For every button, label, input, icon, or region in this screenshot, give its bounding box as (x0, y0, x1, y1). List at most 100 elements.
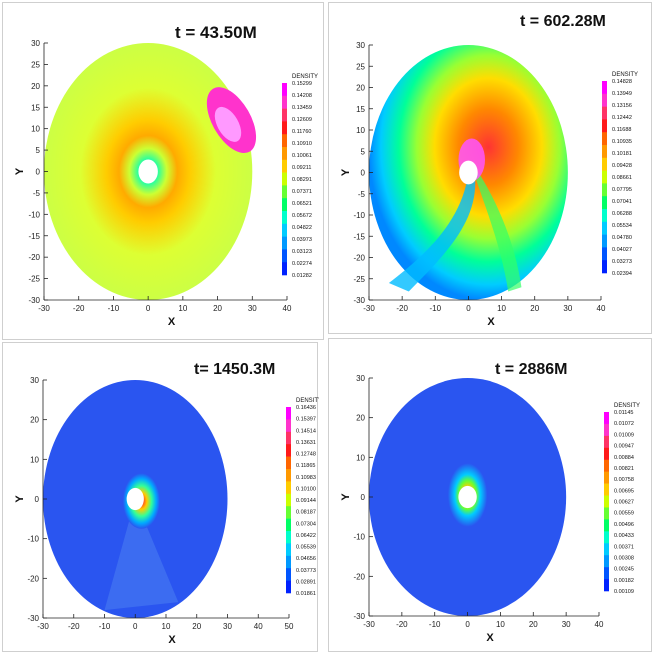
y-tick-label: 25 (356, 62, 365, 71)
y-tick-label: 30 (30, 376, 39, 385)
colorbar-value: 0.00758 (614, 477, 634, 483)
colorbar-swatch (286, 419, 291, 433)
colorbar-value: 0.04780 (612, 235, 632, 241)
y-tick-label: 0 (36, 168, 41, 177)
colorbar-value: 0.12748 (296, 452, 316, 458)
colorbar-value: 0.08187 (296, 510, 316, 516)
x-tick-label: 0 (146, 304, 151, 313)
colorbar-swatch (602, 260, 607, 274)
colorbar-swatch (604, 483, 609, 496)
panel-t43: -30 -20 -10 0 10 20 30 40 -30 -25 -20 -15 -10 -5 0 5 10 1… (2, 2, 324, 340)
x-tick-label: 30 (223, 622, 232, 631)
y-tick-label: -20 (27, 574, 39, 583)
colorbar-value: 0.14208 (292, 93, 312, 99)
y-tick-label: 0 (35, 495, 40, 504)
panel-title: t = 2886M (495, 361, 567, 378)
colorbar-value: 0.05539 (296, 545, 316, 551)
x-tick-label: -10 (108, 304, 120, 313)
y-tick-label: 20 (356, 84, 365, 93)
colorbar-value: 0.11865 (296, 463, 315, 469)
colorbar-value: 0.00627 (614, 500, 634, 506)
central-hole (459, 160, 478, 185)
y-tick-label: 5 (36, 146, 41, 155)
panel-title: t= 1450.3M (194, 361, 275, 378)
colorbar-value: 0.06288 (612, 211, 632, 217)
colorbar-value: 0.00371 (614, 544, 634, 550)
colorbar-value: 0.11688 (612, 127, 631, 133)
colorbar-value: 0.01145 (614, 410, 633, 416)
colorbar-swatch (604, 495, 609, 508)
colorbar-value: 0.10061 (292, 153, 312, 159)
y-tick-label: -10 (353, 533, 365, 542)
colorbar-swatch (602, 170, 607, 184)
density-plot-svg: -30 -20 -10 0 10 20 30 40 -30 -20 -10 0 10 20 30 X Yt = … (340, 361, 640, 644)
colorbar-swatch (286, 469, 291, 482)
x-tick-label: 50 (285, 622, 294, 631)
colorbar-value: 0.08291 (292, 177, 312, 183)
colorbar-value: 0.07041 (612, 199, 632, 205)
colorbar-value: 0.03973 (292, 237, 312, 243)
colorbar-swatch (604, 519, 609, 532)
x-tick-label: 0 (133, 622, 138, 631)
y-tick-label: 15 (356, 105, 365, 114)
central-hole (458, 485, 477, 509)
colorbar-value: 0.09428 (612, 163, 632, 169)
colorbar-value: 0.13459 (292, 105, 312, 111)
colorbar-swatch (604, 543, 609, 556)
colorbar-value: 0.10935 (612, 139, 632, 145)
x-tick-label: -20 (396, 620, 408, 629)
x-tick-label: -30 (363, 304, 375, 313)
colorbar-swatch (282, 134, 287, 148)
colorbar-swatch (604, 459, 609, 472)
x-tick-label: 10 (178, 304, 187, 313)
colorbar-value: 0.03123 (292, 249, 312, 255)
colorbar-swatch (286, 518, 291, 532)
clump-core (214, 106, 242, 142)
colorbar-swatch (282, 223, 287, 237)
colorbar-value: 0.12442 (612, 115, 632, 121)
x-tick-label: 10 (496, 620, 505, 629)
colorbar-swatch (282, 236, 287, 250)
colorbar-value: 0.00182 (614, 578, 634, 584)
colorbar-swatch (282, 262, 287, 276)
colorbar-swatch (602, 132, 607, 146)
y-tick-label: -20 (353, 254, 365, 263)
colorbar-swatch (286, 555, 291, 569)
x-tick-label: -10 (430, 304, 442, 313)
x-tick-label: -20 (73, 304, 85, 313)
colorbar-swatch (282, 121, 287, 135)
colorbar-title: DENSITY (614, 403, 640, 409)
y-tick-label: -25 (353, 275, 365, 284)
x-tick-label: 20 (192, 622, 201, 631)
colorbar-value: 0.04822 (292, 225, 312, 231)
colorbar-value: 0.03773 (296, 568, 316, 574)
colorbar-value: 0.04027 (612, 247, 632, 253)
colorbar-value: 0.00821 (614, 466, 634, 472)
y-tick-label: 10 (356, 126, 365, 135)
x-tick-label: 30 (563, 304, 572, 313)
colorbar-swatch (282, 249, 287, 263)
x-tick-label: 40 (595, 620, 604, 629)
y-tick-label: -10 (353, 211, 365, 220)
colorbar-value: 0.03273 (612, 259, 632, 265)
colorbar-swatch (604, 447, 609, 461)
colorbar-swatch (286, 580, 291, 594)
x-tick-label: 0 (465, 620, 470, 629)
panel-title: t = 602.28M (520, 13, 606, 30)
y-tick-label: -20 (28, 253, 40, 262)
colorbar-swatch (604, 531, 609, 544)
colorbar-value: 0.07371 (292, 189, 312, 195)
colorbar-value: 0.14828 (612, 79, 632, 85)
colorbar-title: DENSITY (292, 74, 318, 80)
colorbar-value: 0.16436 (296, 405, 316, 411)
x-tick-label: 30 (248, 304, 257, 313)
x-tick-label: -30 (37, 622, 49, 631)
y-tick-label: -30 (353, 612, 365, 621)
spiral-arm (475, 172, 522, 292)
colorbar-title: DENSITY (612, 72, 638, 78)
colorbar-value: 0.10910 (292, 141, 312, 147)
x-axis-label: X (486, 632, 494, 644)
y-tick-label: -30 (28, 296, 40, 305)
colorbar-value: 0.15397 (296, 417, 316, 423)
